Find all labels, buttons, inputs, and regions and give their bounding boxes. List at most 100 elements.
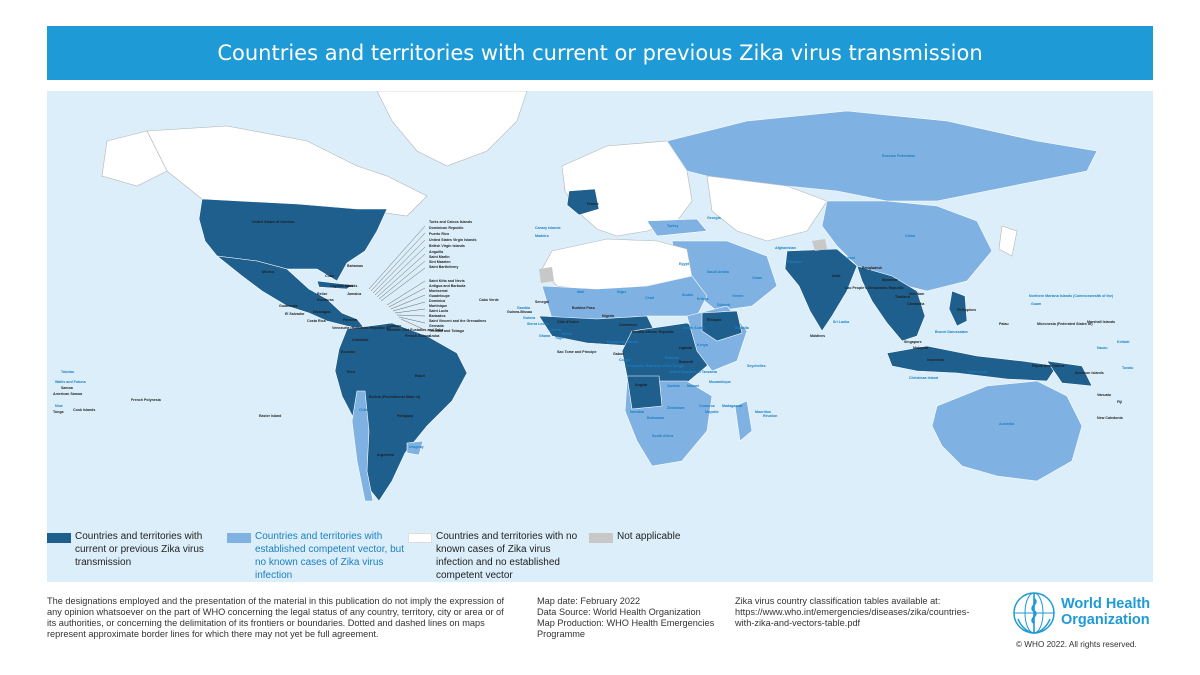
papua-new-guinea: [1046, 360, 1093, 387]
country-label: Dominican Republic: [429, 226, 464, 230]
country-label: Curaçao: [387, 324, 402, 328]
country-label: Singapore: [904, 340, 922, 344]
country-label: Madagascar: [722, 404, 743, 408]
country-label: Honduras: [317, 298, 334, 302]
country-label: Indonesia: [927, 358, 945, 362]
western-sahara: [539, 267, 554, 283]
world-map: United States of America Mexico Bahamas Cub…: [47, 91, 1153, 582]
france: [566, 188, 600, 216]
country-label: Trinidad and Tobago: [429, 329, 465, 333]
country-label: Anguilla: [429, 250, 444, 254]
country-label: Eritrea: [697, 297, 709, 301]
country-label: Guinea: [523, 316, 536, 320]
country-label: Montserrat: [429, 289, 448, 293]
country-label: Kenya: [697, 343, 709, 347]
country-label: Madeira: [535, 234, 550, 238]
country-label: Seychelles: [747, 364, 766, 368]
country-label: Lao People's Democratic Republic: [845, 286, 904, 290]
country-label: Turkey: [667, 224, 679, 228]
country-label: Vanuatu: [1097, 393, 1111, 397]
country-label: Cameroon: [619, 323, 637, 327]
legend-item-transmission: Countries and territories with current o…: [47, 530, 217, 569]
country-label: Togo: [555, 336, 564, 340]
country-label: Bahamas: [347, 264, 363, 268]
country-label: Guinea-Bissau: [507, 310, 532, 314]
country-label: Guadeloupe: [429, 294, 450, 298]
japan: [998, 225, 1018, 257]
country-label: Jamaica: [347, 292, 362, 296]
country-label: Cuba: [325, 274, 335, 278]
country-label: Argentina: [377, 453, 395, 457]
country-label: British Virgin Islands: [429, 244, 465, 248]
country-label: Mayotte: [705, 410, 719, 414]
country-label: Fiji: [1117, 400, 1122, 404]
country-label: United Republic of Tanzania: [669, 370, 718, 374]
country-label: Tuvalu: [1122, 366, 1133, 370]
map-date: Map date: February 2022: [537, 596, 641, 606]
country-label: Samoa: [61, 386, 74, 390]
country-label: Nauru: [1097, 346, 1107, 350]
country-label: Sierra Leone: [527, 322, 549, 326]
country-label: Comoros: [699, 404, 715, 408]
country-label: Bolivia (Plurinational State of): [369, 395, 421, 399]
country-label: Grenada: [429, 324, 445, 328]
country-label: Saint Lucia: [429, 309, 449, 313]
country-label: Micronesia (Federated States of): [1037, 322, 1093, 326]
country-label: Maldives: [810, 334, 825, 338]
country-label: Niue: [55, 404, 63, 408]
country-label: Sint Maarten: [429, 260, 451, 264]
india: [784, 248, 858, 332]
usa: [198, 198, 388, 282]
country-label: Benin: [562, 332, 572, 336]
country-label: Puerto Rico: [429, 232, 450, 236]
country-label: Guam: [1031, 302, 1041, 306]
country-label: Aruba: [429, 334, 440, 338]
country-label: United States of America: [252, 220, 295, 224]
country-label: Timor-Leste: [967, 370, 988, 374]
legend-swatch-vector: [227, 533, 251, 543]
country-label: Myanmar: [882, 278, 898, 282]
country-label: Ethiopia: [707, 318, 722, 322]
country-label: Chile: [359, 408, 368, 412]
country-label: Ghana: [539, 334, 551, 338]
central-asia: [706, 175, 828, 242]
copyright: © WHO 2022. All rights reserved.: [1016, 640, 1137, 649]
country-label: Côte d'Ivoire: [557, 320, 579, 324]
country-label: Rwanda: [665, 356, 680, 360]
legend-item-vector: Countries and territories with establish…: [227, 530, 407, 582]
country-label: Egypt: [679, 262, 690, 266]
legend-swatch-not-applicable: [589, 533, 613, 543]
country-label: Australia: [999, 422, 1015, 426]
country-label: Brazil: [415, 374, 425, 378]
country-label: Mauritius: [755, 410, 771, 414]
disclaimer: The designations employed and the presen…: [47, 596, 505, 639]
country-label: Wallis and Futuna: [55, 380, 87, 384]
country-label: Saint Martin: [429, 255, 450, 259]
country-label: Equatorial Guinea: [607, 340, 639, 344]
country-label: Zambia: [667, 384, 681, 388]
country-label: Philippines: [957, 308, 976, 312]
country-label: Canary Islands: [535, 226, 561, 230]
angola: [626, 375, 663, 410]
country-label: Viet Nam: [909, 292, 924, 296]
country-label: Yemen: [732, 294, 744, 298]
country-label: Haiti: [345, 284, 353, 288]
country-label: El Salvador: [285, 312, 305, 316]
country-label: Cabo Verde: [479, 298, 499, 302]
map-source: Data Source: World Health Organization: [537, 607, 701, 617]
country-label: Marshall Islands: [1087, 320, 1115, 324]
country-label: Sudan: [682, 293, 693, 297]
country-label: Panama: [343, 318, 358, 322]
greenland: [376, 91, 528, 167]
country-label: Niger: [617, 290, 627, 294]
country-label: Cayman Islands: [330, 284, 357, 288]
country-labels: United States of America Mexico Bahamas Cub…: [53, 154, 1133, 457]
legend-label-no-cases: Countries and territories with no known …: [436, 531, 578, 581]
country-label: Kiribati: [1117, 340, 1129, 344]
country-label: Central African Republic: [632, 330, 674, 334]
country-label: French Guiana: [405, 334, 431, 338]
country-label: China: [905, 234, 916, 238]
australia: [931, 380, 1083, 482]
country-label: Thailand: [895, 295, 910, 299]
legend-swatch-no-cases: [408, 533, 432, 543]
